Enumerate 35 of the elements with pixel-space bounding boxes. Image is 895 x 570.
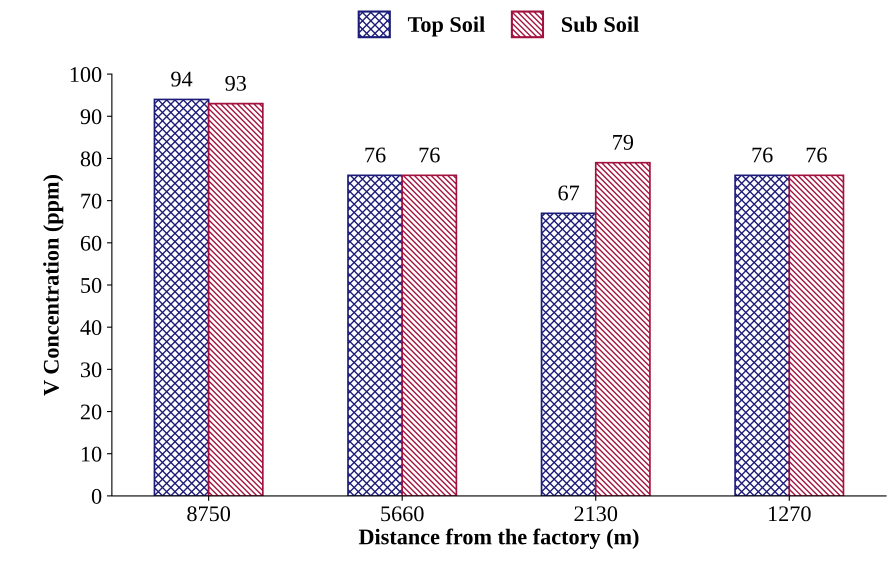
x-tick-label: 5660 — [381, 506, 424, 522]
legend-label: Top Soil — [408, 16, 485, 37]
data-label: 67 — [558, 186, 580, 200]
y-tick-label: 0 — [92, 488, 102, 504]
legend-label: Sub Soil — [562, 16, 639, 32]
x-tick-label: 1270 — [769, 506, 811, 522]
y-tick-label: 40 — [80, 320, 102, 336]
data-label: 76 — [420, 148, 440, 162]
bar — [734, 174, 790, 496]
data-label: 79 — [613, 134, 634, 150]
bar — [154, 98, 210, 496]
y-tick-label: 70 — [81, 194, 102, 209]
x-axis-title: Distance from the factory (m) — [358, 528, 638, 549]
y-tick-label: 80 — [80, 151, 102, 166]
bar — [540, 212, 597, 496]
x-tick-label: 8750 — [187, 506, 230, 522]
y-tick-label: 30 — [80, 362, 102, 378]
bar — [401, 174, 458, 496]
y-tick-label: 100 — [70, 67, 102, 82]
bar — [347, 174, 404, 496]
data-label: 94 — [171, 72, 192, 87]
y-tick-label: 90 — [80, 109, 102, 124]
data-label: 76 — [365, 148, 386, 162]
data-label: 76 — [806, 148, 827, 162]
bar — [208, 102, 264, 496]
y-axis-title: V Concentration (ppm) — [43, 175, 64, 396]
y-tick-label: 20 — [80, 404, 102, 420]
data-label: 76 — [752, 148, 773, 162]
bar — [594, 162, 651, 496]
y-tick-label: 10 — [82, 446, 102, 462]
bar — [788, 174, 844, 496]
x-tick-label: 2130 — [574, 506, 618, 522]
data-label: 93 — [225, 76, 246, 91]
y-tick-label: 50 — [81, 278, 102, 293]
y-tick-label: 60 — [80, 236, 102, 251]
